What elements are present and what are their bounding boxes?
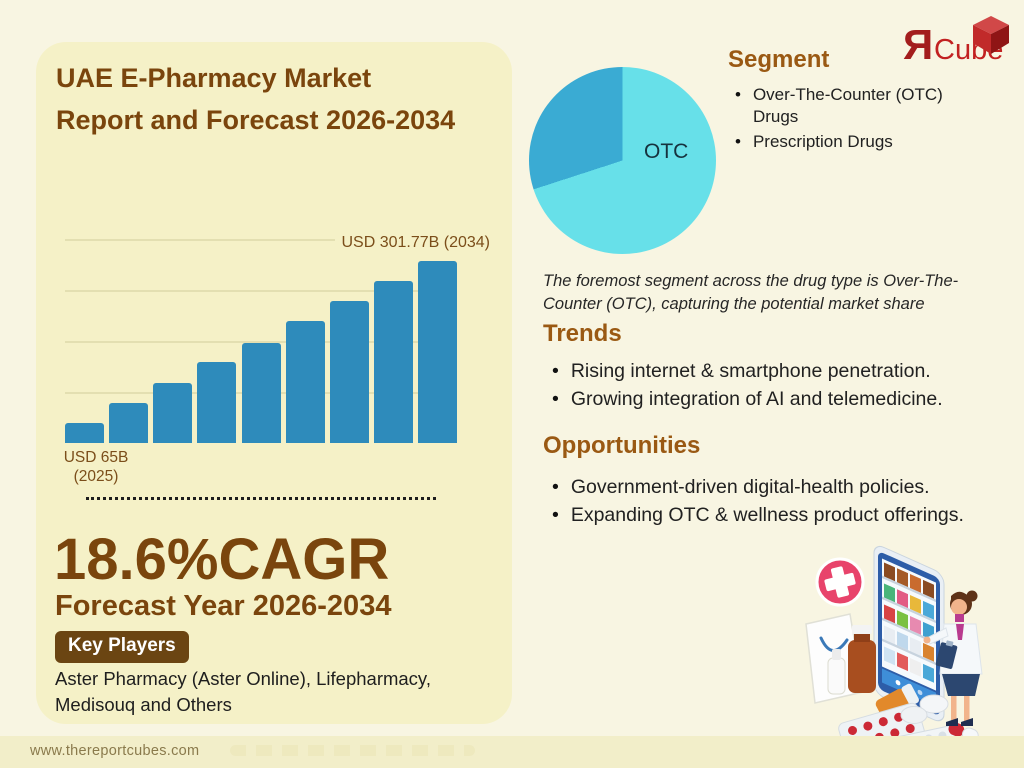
opportunities-heading: Opportunities: [543, 432, 701, 459]
list-item: Rising internet & smartphone penetration…: [552, 358, 992, 384]
brand-logo: Я Cube: [903, 16, 1015, 70]
chart-max-value-label: USD 301.77B (2034): [335, 234, 492, 254]
bar: [153, 383, 193, 443]
cagr-row: 18.6%CAGR: [54, 526, 389, 593]
smartphone-pharmacy-icon: [873, 545, 945, 722]
chart-base-value-line1: USD 65B: [63, 449, 129, 466]
bar: [65, 423, 104, 443]
bar: [241, 343, 281, 443]
bar: [373, 281, 413, 443]
logo-cube-icon: [973, 16, 1009, 54]
forecast-year-line: Forecast Year 2026-2034: [55, 590, 392, 622]
bar: [109, 403, 149, 443]
logo-letter: Я: [903, 21, 934, 68]
key-players-text: Aster Pharmacy (Aster Online), Lifepharm…: [55, 668, 431, 716]
footer-bar: www.thereportcubes.com: [0, 736, 1024, 768]
segment-heading: Segment: [728, 46, 830, 73]
capsule-pattern: [230, 745, 475, 756]
report-card: UAE E-Pharmacy Market Report and Forecas…: [36, 42, 512, 724]
cagr-label: CAGR: [218, 527, 390, 592]
pie-chart: [529, 67, 716, 254]
gridline: [65, 239, 457, 241]
bar: [329, 301, 369, 443]
bar: [197, 362, 237, 443]
opportunities-list: Government-driven digital-health policie…: [552, 474, 1002, 530]
bar: [418, 261, 457, 443]
website-url: www.thereportcubes.com: [30, 743, 200, 759]
list-item: Prescription Drugs: [735, 131, 947, 153]
pharmacy-illustration: [805, 545, 983, 766]
cagr-value: 18.6%: [54, 527, 219, 592]
page-title: UAE E-Pharmacy Market Report and Forecas…: [56, 63, 456, 135]
segment-list: Over-The-Counter (OTC) Drugs Prescriptio…: [735, 84, 947, 155]
list-item: Over-The-Counter (OTC) Drugs: [735, 84, 947, 128]
list-item: Growing integration of AI and telemedici…: [552, 386, 992, 412]
list-item: Government-driven digital-health policie…: [552, 474, 1002, 500]
pie-slice-label: OTC: [644, 140, 689, 163]
pharmacist-figure: [923, 590, 983, 726]
segment-note: The foremost segment across the drug typ…: [543, 272, 959, 313]
chart-base-value-line2: (2025): [73, 467, 119, 485]
gridline: [65, 290, 457, 292]
bar-chart: [65, 237, 457, 443]
key-players-badge: Key Players: [55, 631, 189, 663]
trends-heading: Trends: [543, 320, 622, 347]
list-item: Expanding OTC & wellness product offerin…: [552, 502, 1002, 528]
bar-chart-bars: [65, 237, 457, 443]
gridline: [65, 341, 457, 343]
trends-list: Rising internet & smartphone penetration…: [552, 358, 992, 414]
chart-base-value-label: USD 65B (2025): [44, 449, 148, 486]
medical-cross-icon: [815, 557, 865, 607]
bar: [285, 321, 325, 443]
dotted-divider: [86, 497, 436, 500]
